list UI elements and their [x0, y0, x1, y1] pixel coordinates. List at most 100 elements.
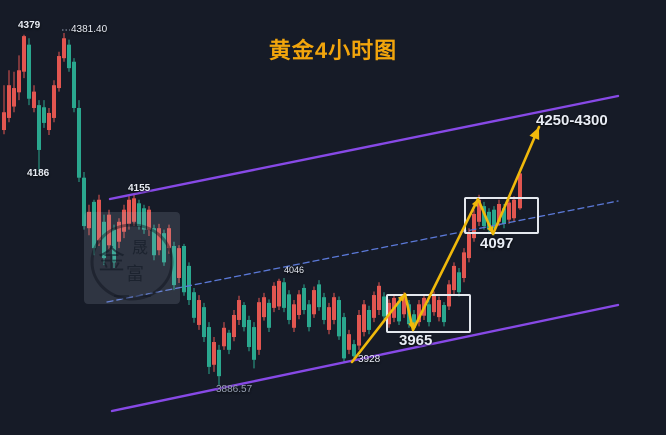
candle [472, 209, 476, 242]
candle [12, 71, 16, 113]
candle [17, 55, 21, 101]
candle [147, 206, 151, 237]
candle [332, 292, 336, 325]
candle [292, 300, 296, 333]
watermark: 金 晟 富 [84, 212, 180, 304]
candle [32, 85, 36, 113]
lower-channel-line [110, 303, 620, 413]
upper-channel-line [108, 94, 620, 201]
candle [512, 196, 516, 222]
candle [22, 34, 26, 79]
consolidation-box [464, 197, 539, 234]
candle [327, 302, 331, 335]
candle [107, 209, 111, 251]
candle [377, 282, 381, 315]
candle [242, 302, 246, 332]
candle [42, 100, 46, 128]
candle [137, 199, 141, 230]
candle [252, 322, 256, 369]
watermark-subtext [84, 295, 180, 297]
projection-path [350, 125, 541, 364]
arrowhead [408, 322, 415, 330]
watermark-char-2: 晟 [132, 238, 149, 257]
candle [282, 277, 286, 313]
candle [352, 339, 356, 359]
candle [247, 315, 251, 352]
candle [507, 197, 511, 224]
consolidation-box [386, 294, 471, 333]
candle [337, 296, 341, 340]
candle [57, 51, 61, 92]
candle [127, 196, 131, 230]
candle [442, 302, 446, 327]
candle [307, 300, 311, 332]
candle [518, 168, 522, 210]
candle [162, 229, 166, 266]
candle [67, 39, 71, 72]
chart-title: 黄金4小时图 [268, 38, 398, 63]
candle [347, 329, 351, 355]
candle [452, 262, 456, 295]
candle [322, 292, 326, 325]
candle [202, 302, 206, 343]
candle [227, 329, 231, 355]
candle [462, 248, 466, 283]
arrowhead [471, 199, 478, 207]
mid-channel-line [106, 200, 619, 303]
candle [102, 214, 106, 266]
candle [217, 344, 221, 385]
candle [417, 300, 421, 327]
candle [427, 300, 431, 327]
candle [7, 70, 11, 123]
candle [52, 80, 56, 123]
candle [357, 310, 361, 350]
candle [37, 100, 41, 172]
candle [152, 224, 156, 261]
candle [187, 262, 191, 306]
candle [182, 243, 186, 296]
candle [272, 282, 276, 313]
candle [117, 218, 121, 249]
candle [157, 223, 161, 256]
candle [142, 204, 146, 234]
candle [62, 33, 66, 62]
candle [82, 171, 86, 230]
candle [372, 291, 376, 323]
watermark-char-1: 金 [98, 245, 125, 276]
watermark-char-3: 富 [126, 264, 144, 285]
candle [207, 322, 211, 375]
candle [237, 295, 241, 325]
candle [72, 58, 76, 113]
candle [77, 100, 81, 182]
candle [177, 245, 181, 283]
candle [457, 268, 461, 297]
candle [257, 297, 261, 355]
candle [287, 290, 291, 325]
candle [262, 292, 266, 321]
candle [367, 305, 371, 335]
candle [362, 300, 366, 337]
candle [302, 284, 306, 315]
candle [267, 299, 271, 333]
candle [437, 296, 441, 322]
watermark-circle [90, 223, 174, 301]
candle [132, 194, 136, 227]
candle [232, 310, 236, 342]
candle [87, 204, 91, 236]
candle [2, 85, 6, 135]
candle [197, 295, 201, 330]
candle [342, 312, 346, 362]
arrowhead [487, 226, 494, 234]
candle [27, 38, 31, 106]
candle [212, 337, 216, 372]
candle [192, 287, 196, 323]
arrowhead [397, 294, 405, 302]
candle [122, 204, 126, 239]
candle [277, 278, 281, 311]
candle [297, 290, 301, 320]
candle [97, 194, 101, 246]
candle [382, 292, 386, 320]
candle [112, 224, 116, 269]
